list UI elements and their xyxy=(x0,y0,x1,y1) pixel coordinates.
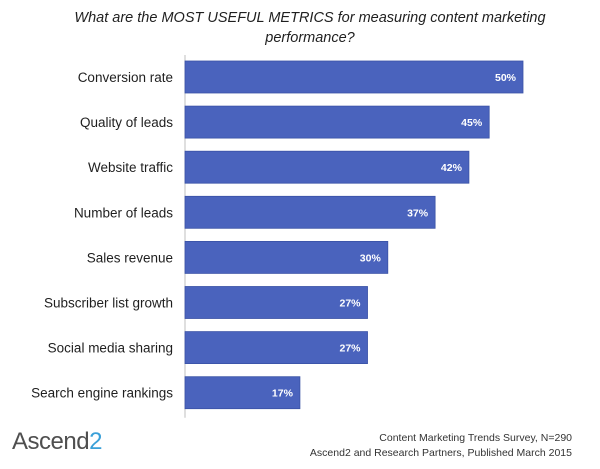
bar-value-label: 45% xyxy=(461,117,483,129)
bar xyxy=(184,376,301,410)
bar-value-label: 27% xyxy=(340,298,362,310)
category-label: Social media sharing xyxy=(48,341,173,356)
bar-value-label: 42% xyxy=(441,162,463,174)
category-label: Search engine rankings xyxy=(31,386,173,401)
source-footer: Content Marketing Trends Survey, N=290 A… xyxy=(310,431,572,461)
category-label: Subscriber list growth xyxy=(44,296,173,311)
bar-value-label: 50% xyxy=(495,72,517,84)
logo-main-text: Ascend xyxy=(12,428,90,455)
bar-value-label: 27% xyxy=(340,343,362,355)
category-label: Quality of leads xyxy=(80,115,173,130)
category-label: Conversion rate xyxy=(78,70,173,85)
bar xyxy=(184,240,389,274)
bar xyxy=(184,195,436,229)
bar xyxy=(184,105,490,139)
logo-accent-text: 2 xyxy=(89,428,102,455)
bar xyxy=(184,331,368,365)
bar xyxy=(184,286,368,319)
category-label: Website traffic xyxy=(88,160,173,175)
ascend2-logo: Ascend2 xyxy=(12,428,102,456)
category-label: Number of leads xyxy=(74,205,173,220)
footer-line-1: Content Marketing Trends Survey, N=290 xyxy=(379,432,572,444)
category-label: Sales revenue xyxy=(87,250,173,265)
bar xyxy=(184,60,524,94)
chart-title: What are the MOST USEFUL METRICS for mea… xyxy=(74,10,546,46)
bar-value-label: 17% xyxy=(272,388,294,400)
footer-line-2: Ascend2 and Research Partners, Published… xyxy=(309,447,572,459)
bar-value-label: 30% xyxy=(360,252,382,264)
bar-value-label: 37% xyxy=(407,207,429,219)
bar xyxy=(184,150,470,184)
